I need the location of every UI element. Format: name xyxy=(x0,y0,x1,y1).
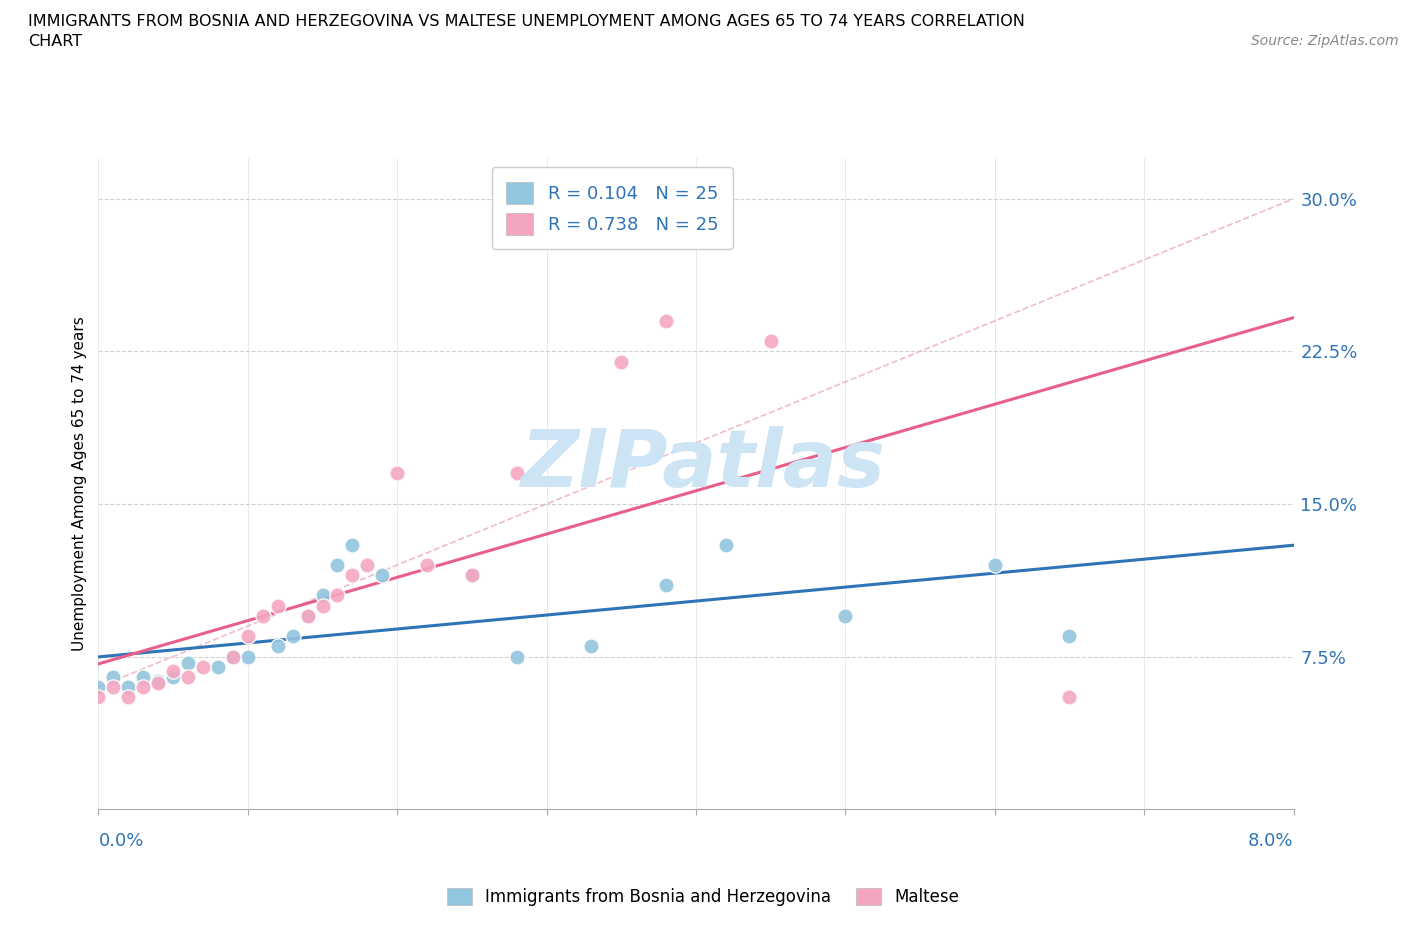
Point xyxy=(177,670,200,684)
Point xyxy=(297,608,319,623)
Point xyxy=(311,598,333,613)
Point xyxy=(581,639,603,654)
Point xyxy=(356,557,378,572)
Point xyxy=(87,690,110,705)
Point xyxy=(655,578,678,592)
Point xyxy=(714,538,737,552)
Point xyxy=(252,608,274,623)
Point xyxy=(1059,690,1081,705)
Text: 8.0%: 8.0% xyxy=(1249,832,1294,850)
Text: IMMIGRANTS FROM BOSNIA AND HERZEGOVINA VS MALTESE UNEMPLOYMENT AMONG AGES 65 TO : IMMIGRANTS FROM BOSNIA AND HERZEGOVINA V… xyxy=(28,14,1025,29)
Point xyxy=(610,354,633,369)
Point xyxy=(506,466,529,481)
Point xyxy=(834,608,856,623)
Point xyxy=(326,588,349,603)
Point xyxy=(236,649,259,664)
Text: ZIPatlas: ZIPatlas xyxy=(520,426,886,504)
Point xyxy=(162,670,184,684)
Legend: Immigrants from Bosnia and Herzegovina, Maltese: Immigrants from Bosnia and Herzegovina, … xyxy=(440,881,966,912)
Point xyxy=(267,598,290,613)
Point xyxy=(371,567,394,582)
Point xyxy=(148,675,170,690)
Legend: R = 0.104   N = 25, R = 0.738   N = 25: R = 0.104 N = 25, R = 0.738 N = 25 xyxy=(492,167,733,249)
Point xyxy=(759,334,782,349)
Point xyxy=(222,649,245,664)
Point xyxy=(326,557,349,572)
Point xyxy=(506,649,529,664)
Point xyxy=(342,567,364,582)
Point xyxy=(103,670,125,684)
Point xyxy=(177,655,200,670)
Y-axis label: Unemployment Among Ages 65 to 74 years: Unemployment Among Ages 65 to 74 years xyxy=(72,316,87,651)
Point xyxy=(461,567,484,582)
Point xyxy=(162,663,184,678)
Point xyxy=(342,538,364,552)
Point xyxy=(311,588,333,603)
Text: Source: ZipAtlas.com: Source: ZipAtlas.com xyxy=(1251,34,1399,48)
Point xyxy=(117,680,139,695)
Point xyxy=(222,649,245,664)
Point xyxy=(117,690,139,705)
Point xyxy=(87,680,110,695)
Point xyxy=(297,608,319,623)
Point xyxy=(191,659,214,674)
Text: CHART: CHART xyxy=(28,34,82,49)
Point xyxy=(281,629,304,644)
Point xyxy=(385,466,409,481)
Point xyxy=(1059,629,1081,644)
Point xyxy=(132,680,155,695)
Point xyxy=(461,567,484,582)
Text: 0.0%: 0.0% xyxy=(98,832,143,850)
Point xyxy=(655,313,678,328)
Point xyxy=(236,629,259,644)
Point xyxy=(103,680,125,695)
Point xyxy=(983,557,1005,572)
Point xyxy=(416,557,439,572)
Point xyxy=(148,673,170,688)
Point xyxy=(267,639,290,654)
Point xyxy=(132,670,155,684)
Point xyxy=(207,659,229,674)
